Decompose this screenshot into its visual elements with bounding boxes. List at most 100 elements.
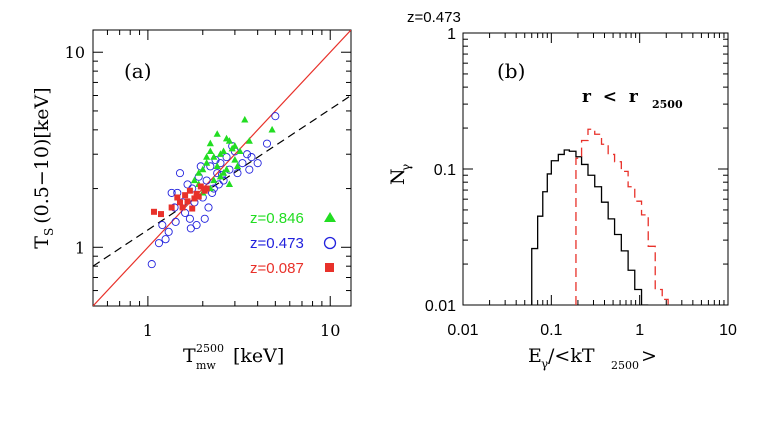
x-axis-label-a: T 2500 mw [keV] xyxy=(183,342,284,372)
x-tick-label-b: 0.1 xyxy=(540,322,562,339)
histograms-b xyxy=(531,128,669,305)
point-z0846 xyxy=(225,180,234,188)
point-z0473 xyxy=(219,176,228,185)
legend-marker-triangle xyxy=(324,212,336,222)
legend-label-z0846: z=0.846 xyxy=(250,210,304,227)
point-z0087 xyxy=(176,199,183,206)
x-tick-label-b: 0.01 xyxy=(447,322,478,339)
point-z0087 xyxy=(197,183,204,190)
point-z0846 xyxy=(268,125,276,133)
histogram-dashed xyxy=(575,128,669,305)
point-z0846 xyxy=(222,165,231,173)
point-z0473 xyxy=(214,180,223,189)
point-z0473 xyxy=(202,176,211,185)
y-tick-label-b: 0.1 xyxy=(434,162,456,179)
point-z0087 xyxy=(184,198,191,205)
point-z0087 xyxy=(203,185,210,192)
point-z0473 xyxy=(213,169,222,178)
point-z0846 xyxy=(206,147,214,155)
y-axis-label-b: N γ xyxy=(387,164,413,185)
point-z0473 xyxy=(158,221,167,230)
y-tick-label-a: 10 xyxy=(65,43,85,62)
point-z0473 xyxy=(238,159,247,168)
y-tick-label-a: 1 xyxy=(75,238,85,257)
point-z0087 xyxy=(186,187,193,194)
point-z0473 xyxy=(222,153,231,162)
x-tick-label-a: 10 xyxy=(320,321,340,340)
legend-label-z0087: z=0.087 xyxy=(250,260,304,277)
axis-ticks-a: 1 10 1 10 xyxy=(65,30,351,340)
annotation-sub-b: 2500 xyxy=(652,98,683,111)
point-z0087 xyxy=(179,204,186,211)
dashed-fit-line xyxy=(93,94,351,267)
point-z0473 xyxy=(171,217,180,226)
point-z0846 xyxy=(219,169,228,176)
point-z0473 xyxy=(271,112,280,121)
x-tick-label-a: 1 xyxy=(143,321,153,340)
y-axis-label-a: TS (0.5−10)[keV] xyxy=(31,87,56,248)
panel-b: 0.01 0.1 1 10 0.01 0.1 1 z=0.473 (b) r < r 250… xyxy=(387,9,737,372)
point-z0087 xyxy=(174,194,181,201)
point-z0473 xyxy=(243,150,252,159)
reference-lines-a xyxy=(93,30,351,306)
y-label-sub-a: S xyxy=(42,228,56,236)
point-z0087 xyxy=(189,205,196,212)
panel-label-b: (b) xyxy=(497,59,525,83)
annotation-b: r < r 2500 xyxy=(582,87,683,111)
point-z0846 xyxy=(213,130,221,137)
y-label-main-b: N xyxy=(387,168,409,185)
point-z0846 xyxy=(210,153,218,160)
point-z0846 xyxy=(236,147,244,155)
x-tick-label-b: 1 xyxy=(635,322,644,339)
y-tick-label-b: 1 xyxy=(447,26,456,43)
point-z0473 xyxy=(147,260,156,269)
point-z0087 xyxy=(191,195,198,202)
point-z0473 xyxy=(253,159,262,168)
point-z0087 xyxy=(157,211,164,218)
point-z0846 xyxy=(206,139,214,147)
x-label-main-a: T xyxy=(183,345,196,367)
point-z0473 xyxy=(167,188,176,197)
point-z0473 xyxy=(200,214,209,223)
point-z0473 xyxy=(185,214,194,223)
y-label-rest-a: (0.5−10)[keV] xyxy=(31,87,53,223)
axis-ticks-b: 0.01 0.1 1 10 0.01 0.1 1 xyxy=(425,26,737,339)
point-z0087 xyxy=(195,193,202,200)
legend-a: z=0.846 z=0.473 z=0.087 xyxy=(250,210,337,277)
one-to-one-line xyxy=(93,30,351,306)
point-z0846 xyxy=(213,162,221,169)
point-z0846 xyxy=(231,156,239,163)
x-label-main-b: E xyxy=(528,345,542,367)
x-axis-label-b: E γ /<kT 2500 > xyxy=(528,345,657,372)
point-z0846 xyxy=(233,162,242,169)
plot-frame-a xyxy=(92,29,352,307)
point-z0846 xyxy=(203,159,211,166)
point-z0473 xyxy=(186,224,195,233)
chart-title-b: z=0.473 xyxy=(407,9,461,26)
point-z0846 xyxy=(210,176,218,184)
x-label-sup-a: 2500 xyxy=(196,342,224,355)
point-z0473 xyxy=(175,169,185,178)
point-z0846 xyxy=(245,137,253,144)
point-z0846 xyxy=(241,115,249,123)
point-z0473 xyxy=(204,203,213,212)
x-label-sub2-b: 2500 xyxy=(611,359,639,372)
x-label-unit-a: [keV] xyxy=(233,345,284,367)
legend-marker-circle xyxy=(323,236,337,250)
point-z0846 xyxy=(190,176,199,184)
point-z0473 xyxy=(183,180,192,189)
point-z0846 xyxy=(195,169,203,176)
x-label-mid-b: /<kT xyxy=(548,345,595,367)
scatter-points-a xyxy=(147,112,280,269)
x-label-sub-b: γ xyxy=(541,357,548,371)
legend-label-z0473: z=0.473 xyxy=(250,235,304,252)
point-z0846 xyxy=(216,172,225,180)
point-z0087 xyxy=(150,208,157,215)
point-z0473 xyxy=(233,169,242,178)
y-label-sub-b: γ xyxy=(399,164,413,171)
point-z0087 xyxy=(168,204,175,211)
x-label-end-b: > xyxy=(641,345,657,367)
point-z0846 xyxy=(225,137,234,144)
point-z0846 xyxy=(219,147,228,155)
